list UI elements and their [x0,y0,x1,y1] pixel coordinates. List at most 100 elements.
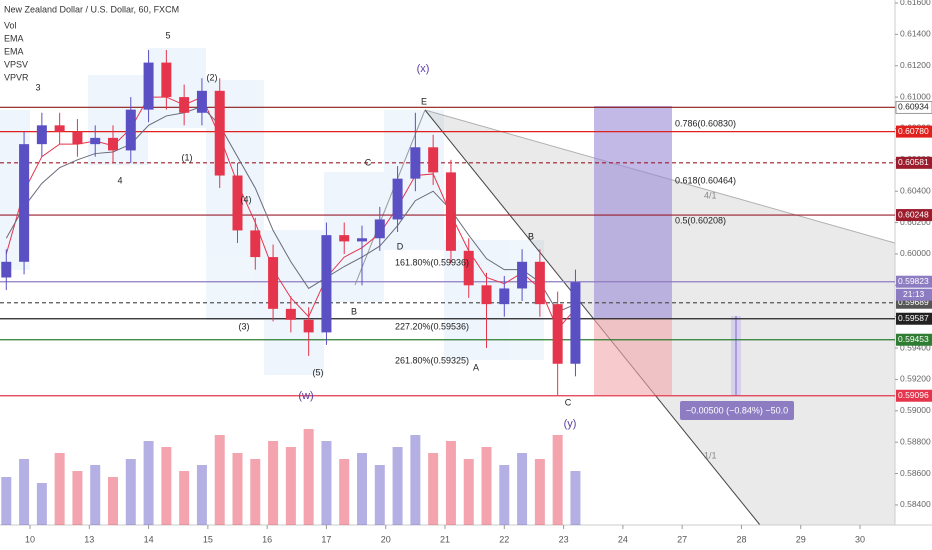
volume-bar [357,453,368,525]
volume-bar [552,435,563,525]
volume-bar [374,465,385,525]
wave-label: (w) [298,390,313,402]
price-label: 0.60934 [898,102,929,112]
wave-line [354,109,426,286]
measure-box [680,401,794,420]
candle-body [357,238,368,242]
volume-bar [570,471,581,525]
x-tick-label: 10 [25,534,35,544]
candle-body [570,282,581,364]
volume-bar [321,441,332,525]
volume-bar [161,447,172,525]
wave-label: (4) [241,194,252,204]
price-label-bg [896,156,932,169]
candle-body [196,90,207,113]
candle-body [161,62,172,98]
y-tick-label: 0.61400 [900,29,931,39]
candle-body [445,172,456,251]
x-tick-label: 17 [321,534,331,544]
wave-label: 4 [117,175,122,185]
volume-bar [339,459,350,525]
y-tick-label: 0.58800 [900,436,931,446]
candle-body [285,308,296,320]
candle-body [125,109,136,151]
wave-label: (x) [417,63,430,75]
y-tick-label: 0.61200 [900,60,931,70]
fan-line [424,109,761,526]
wave-label: (5) [313,367,324,377]
volume-bar [72,471,83,525]
candle-body [214,90,225,176]
candle-body [268,257,279,309]
candle-body [108,137,119,151]
x-tick-label: 24 [618,534,628,544]
wave-label: (y) [564,418,577,430]
candle-body [54,125,65,132]
candle-body [1,261,12,278]
volume-bar [196,465,207,525]
indicator-label: EMA [4,46,24,56]
candle-body [499,288,510,305]
price-label: 0.60780 [898,126,929,136]
candle-body [534,261,545,305]
price-label-bg [896,125,932,138]
y-tick-label: 0.60400 [900,185,931,195]
target-box [594,106,672,318]
stop-box [594,318,672,395]
fib-label: 1/1 [704,450,717,460]
measure-label: −0.00500 (−0.84%) −50.0 [686,405,788,415]
volume-bar [410,435,421,525]
candle-body [36,125,47,145]
x-tick-label: 29 [796,534,806,544]
x-tick-label: 27 [677,534,687,544]
price-label: 0.59823 [898,276,929,286]
price-label: 0.59096 [898,390,929,400]
y-tick-label: 0.60000 [900,248,931,258]
price-axis [895,0,932,525]
candle-body [552,304,563,364]
candle-body [392,178,403,220]
volume-bar [232,453,243,525]
wave-label: A [473,362,479,372]
y-tick-label: 0.60200 [900,217,931,227]
wave-label: E [421,96,427,106]
y-tick-label: 0.61600 [900,0,931,7]
price-label: 0.60581 [898,157,929,167]
volume-bar [463,459,474,525]
volume-bar [481,447,492,525]
indicator-label: EMA [4,33,24,43]
volume-bar [1,477,12,525]
candle-body [481,285,492,305]
x-tick-label: 20 [381,534,391,544]
volume-bar [19,459,30,525]
candle-body [339,235,350,242]
chart-title: New Zealand Dollar / U.S. Dollar, 60, FX… [4,4,179,14]
x-tick-label: 22 [499,534,509,544]
price-label: 0.59453 [898,334,929,344]
candle-body [410,147,421,179]
y-tick-label: 0.58400 [900,499,931,509]
y-tick-label: 0.59000 [900,405,931,415]
fib-label: 4/1 [704,190,717,200]
volume-bar [214,435,225,525]
x-tick-label: 28 [736,534,746,544]
fib-label: 0.618(0.60464) [675,175,736,185]
x-tick-label: 23 [559,534,569,544]
volume-bar [90,465,101,525]
price-label-bg [896,209,932,222]
wave-label: B [351,306,357,316]
indicator-label: VPSV [4,59,28,69]
price-label-bg [895,100,932,114]
volume-bar [445,441,456,525]
countdown-label: 21:13 [903,289,925,299]
volume-bar [54,453,65,525]
candle-body [19,144,30,262]
candle-body [250,230,261,258]
volume-bar [285,447,296,525]
candle-body [428,147,439,173]
y-tick-label: 0.58600 [900,468,931,478]
candle-body [90,137,101,145]
wave-label: C [365,157,372,167]
x-tick-label: 16 [262,534,272,544]
volume-bar [125,459,136,525]
